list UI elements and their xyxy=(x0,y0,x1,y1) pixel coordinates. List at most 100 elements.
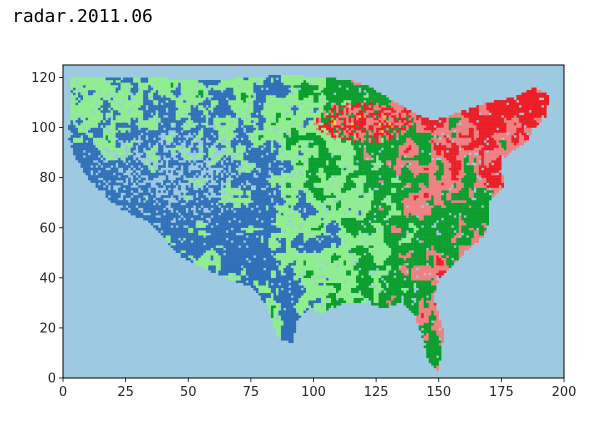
heatmap-cell xyxy=(403,212,407,216)
heatmap-cell xyxy=(413,247,417,251)
heatmap-cell xyxy=(413,305,417,309)
heatmap-cell xyxy=(303,277,307,281)
heatmap-cell xyxy=(341,235,344,238)
heatmap-cell xyxy=(285,290,289,294)
heatmap-cell xyxy=(331,297,334,301)
heatmap-cell xyxy=(303,280,307,283)
heatmap-cell xyxy=(391,210,394,213)
heatmap-cell xyxy=(300,207,304,211)
heatmap-cell xyxy=(353,230,357,233)
heatmap-cell xyxy=(288,232,292,236)
heatmap-cell xyxy=(323,255,327,258)
heatmap-cell xyxy=(373,257,377,261)
heatmap-cell xyxy=(421,287,424,291)
heatmap-cell xyxy=(443,225,447,228)
heatmap-cell xyxy=(273,247,277,251)
heatmap-cell xyxy=(290,302,294,306)
heatmap-cell xyxy=(285,282,289,286)
heatmap-cell xyxy=(280,330,284,334)
heatmap-cell xyxy=(403,260,407,263)
heatmap-cell xyxy=(188,232,191,236)
heatmap-cell xyxy=(418,265,422,268)
heatmap-cell xyxy=(208,245,211,248)
heatmap-cell xyxy=(453,250,457,253)
heatmap-cell xyxy=(318,302,322,306)
heatmap-cell xyxy=(391,255,394,258)
heatmap-cell xyxy=(295,302,299,306)
heatmap-cell xyxy=(431,342,434,346)
heatmap-cell xyxy=(283,270,287,273)
heatmap-cell xyxy=(223,250,226,253)
heatmap-cell xyxy=(418,232,422,236)
heatmap-cell xyxy=(280,327,284,331)
heatmap-cell xyxy=(160,225,164,228)
heatmap-cell xyxy=(188,222,191,226)
heatmap-cell xyxy=(311,285,314,288)
heatmap-cell xyxy=(233,272,236,276)
heatmap-cell xyxy=(275,320,279,324)
heatmap-cell xyxy=(423,237,427,241)
heatmap-cell xyxy=(408,297,412,301)
heatmap-cell xyxy=(245,207,249,211)
heatmap-cell xyxy=(428,245,432,248)
heatmap-cell xyxy=(138,202,141,206)
heatmap-cell xyxy=(313,197,317,201)
heatmap-cell xyxy=(458,225,462,228)
heatmap-cell xyxy=(348,300,352,304)
heatmap-cell xyxy=(183,237,186,241)
heatmap-cell xyxy=(461,210,464,213)
heatmap-cell xyxy=(413,220,417,223)
heatmap-cell xyxy=(263,245,267,248)
heatmap-cell xyxy=(416,272,419,276)
heatmap-cell xyxy=(361,282,364,286)
heatmap-cell xyxy=(208,207,211,211)
heatmap-cell xyxy=(431,315,434,319)
heatmap-cell xyxy=(255,265,259,268)
heatmap-cell xyxy=(215,250,219,253)
heatmap-cell xyxy=(288,260,292,263)
heatmap-cell xyxy=(341,292,344,296)
heatmap-cell xyxy=(383,205,387,208)
heatmap-cell xyxy=(165,237,169,241)
heatmap-cell xyxy=(185,192,189,196)
heatmap-cell xyxy=(270,280,274,283)
heatmap-cell xyxy=(220,212,224,216)
heatmap-cell xyxy=(263,235,267,238)
heatmap-cell xyxy=(391,217,394,221)
heatmap-cell xyxy=(361,290,364,294)
heatmap-cell xyxy=(311,212,314,216)
heatmap-cell xyxy=(431,317,434,321)
heatmap-cell xyxy=(461,220,464,223)
heatmap-cell xyxy=(421,245,424,248)
heatmap-cell xyxy=(178,240,181,243)
heatmap-cell xyxy=(418,225,422,228)
heatmap-cell xyxy=(416,252,419,256)
heatmap-cell xyxy=(258,242,262,246)
heatmap-cell xyxy=(258,235,262,238)
heatmap-cell xyxy=(436,207,439,211)
heatmap-cell xyxy=(336,195,339,198)
heatmap-cell xyxy=(426,225,429,228)
heatmap-cell xyxy=(406,287,409,291)
heatmap-cell xyxy=(433,285,437,288)
heatmap-cell xyxy=(318,277,322,281)
heatmap-cell xyxy=(428,317,432,321)
heatmap-cell xyxy=(278,225,282,228)
heatmap-cell xyxy=(230,255,234,258)
heatmap-cell xyxy=(431,230,434,233)
heatmap-cell xyxy=(190,200,194,203)
heatmap-cell xyxy=(471,235,474,238)
heatmap-cell xyxy=(418,282,422,286)
heatmap-cell xyxy=(273,265,277,268)
heatmap-cell xyxy=(305,235,309,238)
heatmap-cell xyxy=(253,222,257,226)
heatmap-cell xyxy=(253,212,257,216)
heatmap-cell xyxy=(433,325,437,329)
heatmap-cell xyxy=(316,297,319,301)
heatmap-cell xyxy=(456,232,459,236)
heatmap-cell xyxy=(278,272,282,276)
heatmap-cell xyxy=(346,257,349,261)
heatmap-cell xyxy=(361,272,364,276)
heatmap-cell xyxy=(346,280,349,283)
heatmap-cell xyxy=(283,207,287,211)
